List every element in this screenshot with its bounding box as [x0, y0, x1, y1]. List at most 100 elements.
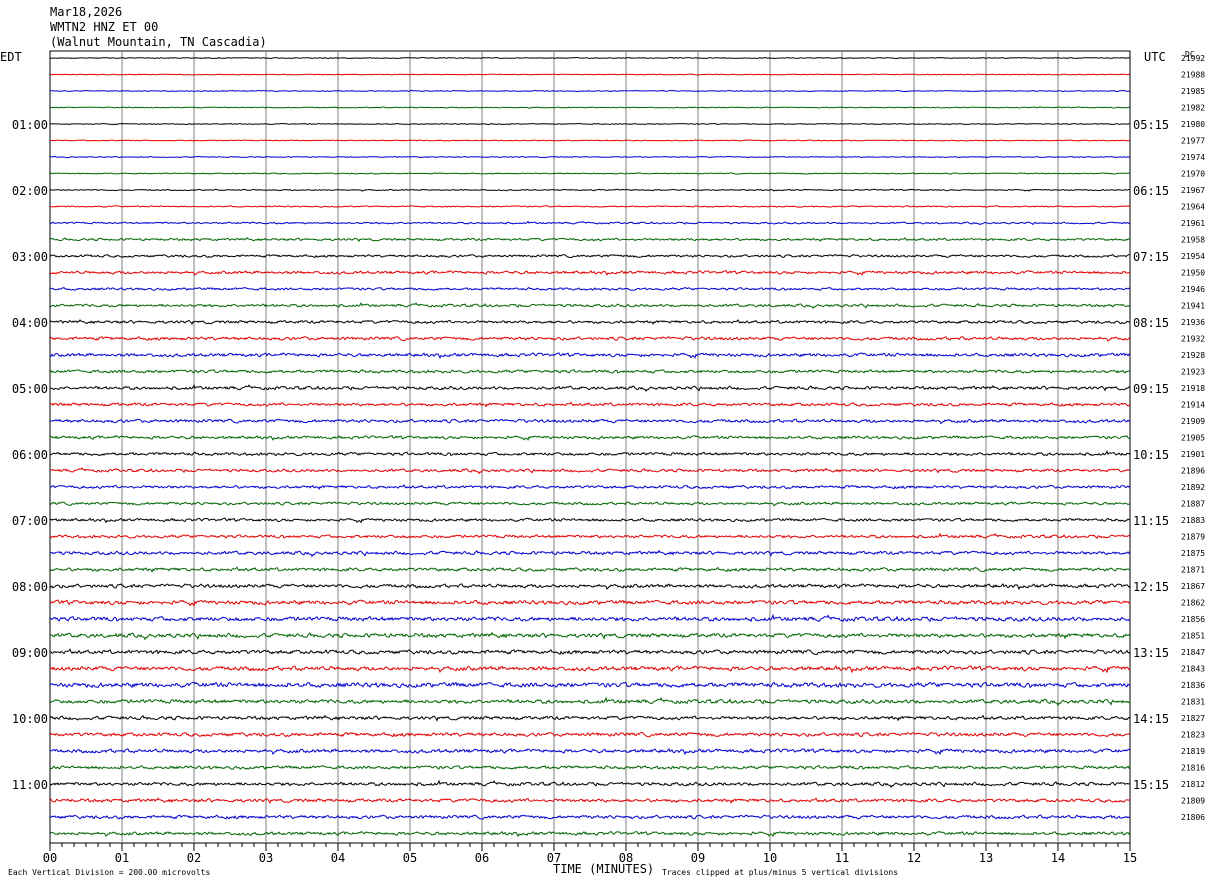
dc-offset-label: 21831 [1181, 698, 1205, 707]
hour-label-left: 06:00 [12, 448, 48, 462]
seismic-trace [49, 696, 1131, 707]
dc-offset-label: 21967 [1181, 186, 1205, 195]
dc-offset-label: 21819 [1181, 747, 1205, 756]
seismic-trace [49, 418, 1131, 425]
x-tick-label: 08 [619, 851, 633, 865]
hour-label-right: 09:15 [1133, 382, 1169, 396]
dc-offset-label: 21988 [1181, 71, 1205, 80]
dc-offset-label: 21851 [1181, 632, 1205, 641]
hour-label-right: 13:15 [1133, 646, 1169, 660]
dc-offset-label: 21867 [1181, 582, 1205, 591]
seismic-trace [49, 287, 1131, 291]
hour-label-left: 08:00 [12, 580, 48, 594]
dc-offset-label: 21816 [1181, 764, 1205, 773]
dc-offset-label: 21871 [1181, 566, 1205, 575]
dc-offset-label: 21970 [1181, 170, 1205, 179]
dc-offset-label: 21982 [1181, 104, 1205, 113]
dc-offset-label: 21974 [1181, 153, 1205, 162]
labels-group: 00 01 02 03 04 05 06 07 08 09 10 11 12 13 14 15 21992 219… [12, 54, 1205, 865]
hour-label-right: 10:15 [1133, 448, 1169, 462]
dc-offset-label: 21992 [1181, 54, 1205, 63]
x-tick-label: 10 [763, 851, 777, 865]
dc-offset-label: 21887 [1181, 500, 1205, 509]
dc-offset-label: 21827 [1181, 714, 1205, 723]
hour-label-left: 10:00 [12, 712, 48, 726]
x-tick-label: 01 [115, 851, 129, 865]
seismic-trace [49, 501, 1131, 507]
x-tick-label: 04 [331, 851, 345, 865]
seismic-trace [49, 549, 1131, 558]
dc-offset-label: 21847 [1181, 648, 1205, 657]
dc-offset-label: 21909 [1181, 417, 1205, 426]
dc-offset-label: 21980 [1181, 120, 1205, 129]
seismic-trace [49, 797, 1131, 805]
x-tick-label: 11 [835, 851, 849, 865]
hour-label-left: 03:00 [12, 250, 48, 264]
hour-label-left: 02:00 [12, 184, 48, 198]
seismic-trace [49, 319, 1131, 326]
seismic-trace [49, 56, 1131, 60]
dc-offset-label: 21928 [1181, 351, 1205, 360]
seismic-trace [49, 613, 1131, 623]
seismic-trace [49, 814, 1131, 820]
seismic-trace [49, 369, 1131, 374]
dc-offset-label: 21862 [1181, 599, 1205, 608]
clip-note: Traces clipped at plus/minus 5 vertical … [662, 868, 898, 877]
seismic-trace [49, 435, 1131, 441]
hour-label-right: 08:15 [1133, 316, 1169, 330]
seismic-trace [49, 631, 1131, 641]
dc-offset-label: 21950 [1181, 269, 1205, 278]
x-tick-label: 02 [187, 851, 201, 865]
seismic-trace [49, 779, 1131, 789]
dc-offset-label: 21836 [1181, 681, 1205, 690]
x-axis-label: TIME (MINUTES) [553, 862, 654, 876]
dc-offset-label: 21923 [1181, 368, 1205, 377]
dc-offset-label: 21843 [1181, 665, 1205, 674]
seismic-trace [49, 172, 1131, 175]
seismic-trace [49, 336, 1131, 342]
seismic-trace [49, 764, 1131, 770]
dc-offset-label: 21985 [1181, 87, 1205, 96]
x-tick-label: 03 [259, 851, 273, 865]
hour-label-right: 05:15 [1133, 118, 1169, 132]
seismic-trace [49, 517, 1131, 524]
dc-offset-label: 21918 [1181, 384, 1205, 393]
dc-offset-label: 21964 [1181, 203, 1205, 212]
dc-offset-label: 21958 [1181, 236, 1205, 245]
seismic-trace [50, 89, 1131, 93]
dc-offset-label: 21896 [1181, 467, 1205, 476]
x-tick-label: 05 [403, 851, 417, 865]
hour-label-right: 14:15 [1133, 712, 1169, 726]
hour-label-left: 07:00 [12, 514, 48, 528]
dc-offset-label: 21875 [1181, 549, 1205, 558]
seismic-trace [49, 748, 1131, 756]
seismic-trace [49, 188, 1130, 192]
x-tick-label: 06 [475, 851, 489, 865]
hour-label-right: 15:15 [1133, 778, 1169, 792]
seismic-trace [49, 352, 1131, 359]
seismic-trace [49, 532, 1131, 539]
dc-offset-label: 21892 [1181, 483, 1205, 492]
dc-offset-label: 21809 [1181, 797, 1205, 806]
x-tick-label: 15 [1123, 851, 1137, 865]
date-label: Mar18,2026 [50, 5, 122, 19]
seismic-trace [49, 254, 1130, 259]
hour-label-left: 05:00 [12, 382, 48, 396]
dc-offset-label: 21823 [1181, 731, 1205, 740]
dc-offset-label: 21936 [1181, 318, 1205, 327]
dc-offset-label: 21954 [1181, 252, 1205, 261]
grid-lines [49, 50, 1131, 851]
seismic-trace [49, 731, 1131, 738]
seismic-trace [49, 122, 1131, 126]
seismic-trace [49, 205, 1131, 208]
seismic-trace [49, 383, 1131, 393]
dc-offset-label: 21806 [1181, 813, 1205, 822]
x-tick-label: 13 [979, 851, 993, 865]
dc-header-label: DC [1185, 50, 1195, 59]
dc-offset-label: 21941 [1181, 302, 1205, 311]
dc-offset-label: 21856 [1181, 615, 1205, 624]
seismic-trace [50, 139, 1131, 142]
dc-offset-label: 21961 [1181, 219, 1205, 228]
x-tick-label: 14 [1051, 851, 1065, 865]
